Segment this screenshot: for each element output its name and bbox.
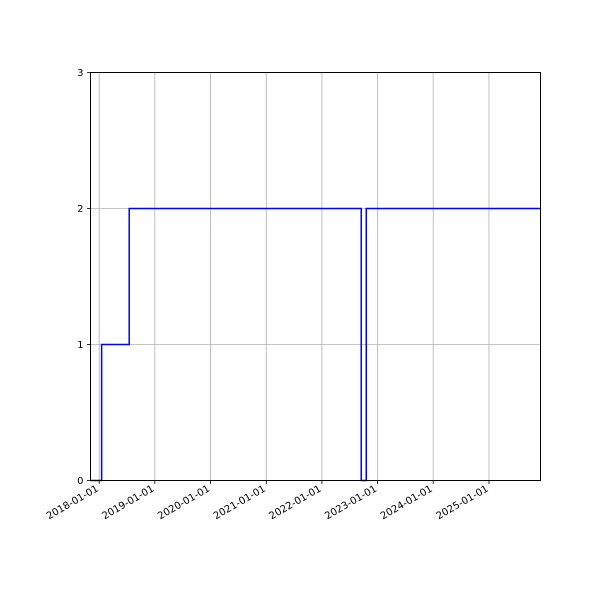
- x-tick-label: 2019-01-01: [100, 484, 156, 523]
- plot-frame: [90, 72, 541, 481]
- y-tick-label: 0: [77, 476, 83, 487]
- y-tick-label: 2: [77, 204, 83, 215]
- x-tick-label: 2018-01-01: [45, 484, 101, 523]
- series-line: [90, 207, 541, 482]
- x-tick-label: 2024-01-01: [379, 484, 435, 523]
- x-axis: 2018-01-01 2019-01-01 2020-01-01 2021-01-01…: [45, 480, 491, 523]
- y-tick-label: 3: [77, 68, 83, 79]
- y-axis: 0 1 2 3: [77, 68, 91, 487]
- x-tick-label: 2022-01-01: [268, 484, 324, 523]
- grid: [90, 72, 541, 481]
- x-tick-label: 2020-01-01: [156, 484, 212, 523]
- series-layer: [90, 207, 541, 482]
- y-tick-label: 1: [77, 340, 83, 351]
- x-tick-label: 2025-01-01: [435, 484, 491, 523]
- x-tick-label: 2021-01-01: [212, 484, 268, 523]
- x-tick-label: 2023-01-01: [323, 484, 379, 523]
